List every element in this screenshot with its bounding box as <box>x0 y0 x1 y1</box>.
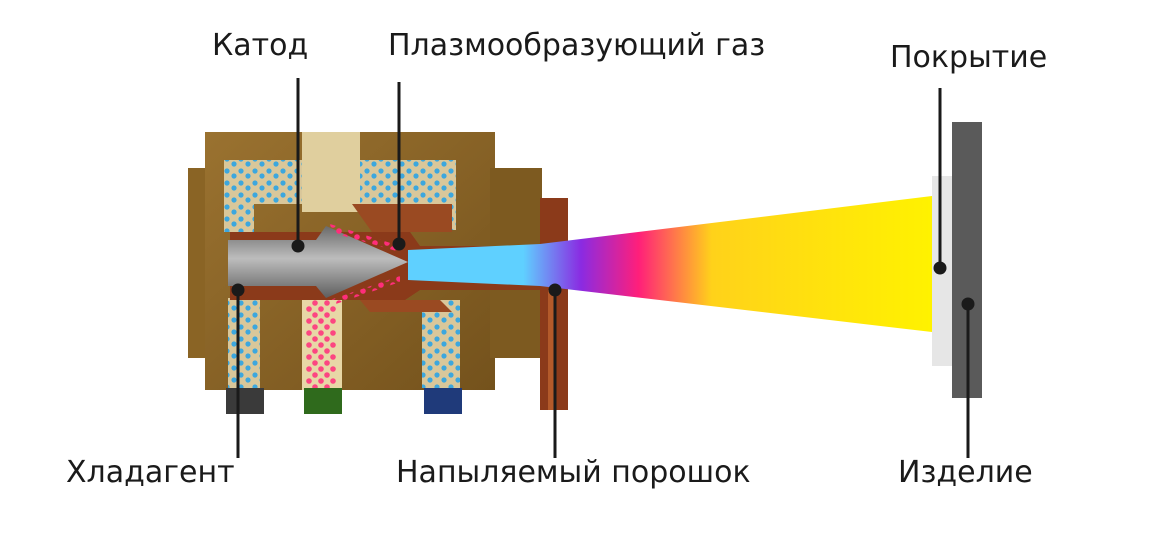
label-coating: Покрытие <box>890 40 1048 75</box>
label-cathode: Катод <box>212 28 309 63</box>
label-workpiece: Изделие <box>898 455 1033 490</box>
leader-powder-dot <box>548 283 562 297</box>
label-sprayed-powder: Напыляемый порошок <box>396 455 751 490</box>
leader-lines <box>231 78 975 458</box>
leader-gas-dot <box>392 237 406 251</box>
leader-coolant-dot <box>231 283 245 297</box>
connector-ports <box>226 388 462 414</box>
gas-channel <box>302 132 360 390</box>
plasma-jet <box>408 196 932 332</box>
cathode-electrode <box>228 226 408 298</box>
leader-coating-dot <box>933 261 947 275</box>
leader-cathode-dot <box>291 239 305 253</box>
label-coolant: Хладагент <box>66 455 235 490</box>
leader-workpiece-dot <box>961 297 975 311</box>
plasma-gas-particles <box>330 224 400 306</box>
label-plasma-gas: Плазмообразующий газ <box>388 28 766 63</box>
